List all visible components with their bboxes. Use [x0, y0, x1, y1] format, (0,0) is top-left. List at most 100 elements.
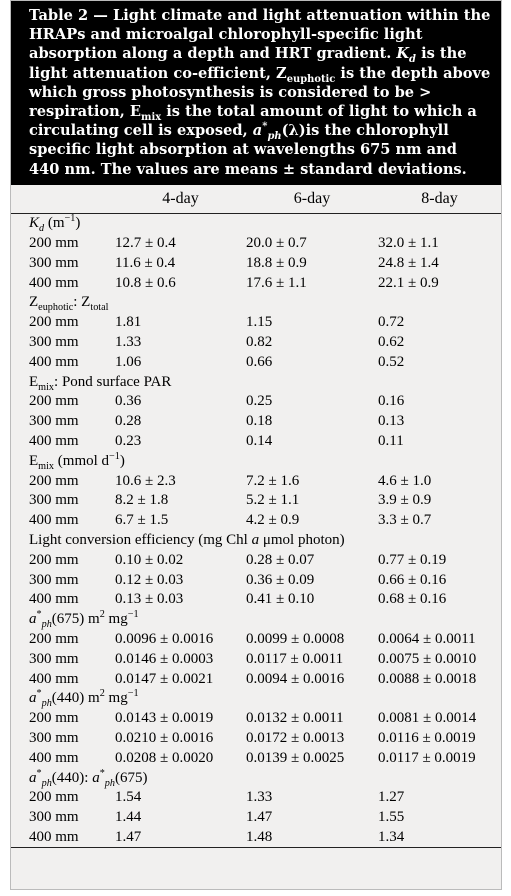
value-cell: 0.82 [246, 334, 273, 350]
row-label: 200 mm [29, 789, 79, 806]
section-row: a*ph(440): a*ph(675) [11, 768, 501, 788]
row-label: 200 mm [29, 235, 79, 252]
row-label: 400 mm [11, 827, 115, 849]
data-table: 4-day 6-day 8-day Kd (m−1) 200 mm 12.7 ± 0… [11, 184, 501, 849]
row-label: 400 mm [29, 353, 79, 370]
table-document: Table 2 — Light climate and light attenu… [10, 0, 502, 890]
row-label: 300 mm [29, 413, 79, 430]
section-label: Emix: Pond surface PAR [11, 372, 501, 393]
value-cell: 0.41 ± 0.10 [246, 591, 315, 608]
data-row: 200 mm 0.10 ± 0.02 0.28 ± 0.07 0.77 ± 0.19 [11, 550, 501, 570]
value-cell: 0.0081 ± 0.0014 [378, 710, 477, 727]
value-cell: 0.0116 ± 0.0019 [378, 729, 476, 746]
data-row: 400 mm 0.0208 ± 0.0020 0.0139 ± 0.0025 0.01… [11, 748, 501, 768]
section-label-text: a [29, 611, 37, 628]
value-cell: 8.2 ± 1.8 [115, 492, 169, 509]
section-label-text: ph [41, 698, 52, 710]
value-cell: 0.0117 ± 0.0011 [246, 650, 344, 667]
caption-text: mix [141, 111, 162, 123]
data-row: 300 mm 8.2 ± 1.8 5.2 ± 1.1 3.9 ± 0.9 [11, 491, 501, 511]
value-cell: 0.0099 ± 0.0008 [246, 630, 345, 647]
value-cell: 0.0132 ± 0.0011 [246, 710, 344, 727]
section-label-text: mix [38, 381, 55, 393]
value-cell: 0.16 [378, 393, 405, 410]
value-cell: 22.1 ± 0.9 [378, 274, 439, 291]
section-label: Kd (m−1) [11, 213, 501, 235]
section-label: Light conversion efficiency (mg Chl a μm… [11, 531, 501, 551]
value-cell: 10.8 ± 0.6 [115, 274, 176, 291]
data-row: 400 mm 1.06 0.66 0.52 [11, 352, 501, 372]
value-cell: 0.18 [246, 413, 273, 430]
value-cell: 6.7 ± 1.5 [115, 512, 169, 529]
section-label-text: ) [119, 452, 125, 469]
value-cell: 0.0075 ± 0.0010 [378, 650, 477, 667]
value-cell: 1.33 [246, 789, 273, 806]
value-cell: 0.66 [246, 353, 273, 370]
value-cell: 1.34 [378, 827, 501, 849]
section-label-text: total [90, 302, 109, 314]
section-label-text: euphotic [38, 302, 74, 314]
value-cell: 0.28 [115, 413, 142, 430]
data-row: 300 mm 0.0146 ± 0.0003 0.0117 ± 0.0011 0.00… [11, 649, 501, 669]
value-cell: 0.25 [246, 393, 273, 410]
value-cell: 1.81 [115, 314, 142, 331]
section-label-text: mix [38, 460, 55, 472]
value-cell: 17.6 ± 1.1 [246, 274, 307, 291]
row-label: 200 mm [29, 630, 79, 647]
section-label-text: −1 [109, 450, 120, 462]
value-cell: 0.0146 ± 0.0003 [115, 650, 214, 667]
section-label: Zeuphotic: Ztotal [11, 293, 501, 313]
caption-text: is the chlorophyll specific light absorp… [29, 122, 467, 178]
data-row: 200 mm 0.0143 ± 0.0019 0.0132 ± 0.0011 0.00… [11, 709, 501, 729]
value-cell: 5.2 ± 1.1 [246, 492, 300, 509]
value-cell: 0.0139 ± 0.0025 [246, 749, 345, 766]
section-label-text: Z [29, 294, 39, 311]
section-label-text: * [36, 688, 42, 700]
value-cell: 0.11 [378, 432, 404, 449]
value-cell: 1.15 [246, 314, 273, 331]
data-row: 400 mm 10.8 ± 0.6 17.6 ± 1.1 22.1 ± 0.9 [11, 273, 501, 293]
section-row: a*ph(440) m2 mg−1 [11, 689, 501, 709]
value-cell: 1.54 [115, 789, 142, 806]
value-cell: 18.8 ± 0.9 [246, 254, 307, 271]
value-cell: 3.3 ± 0.7 [378, 512, 432, 529]
caption-text: Table 2 — Light climate and light attenu… [29, 7, 491, 63]
section-label-text: * [36, 767, 42, 779]
section-row: Zeuphotic: Ztotal [11, 293, 501, 313]
section-label-text: (440) m [51, 690, 100, 707]
data-row: 400 mm 0.13 ± 0.03 0.41 ± 0.10 0.68 ± 0.16 [11, 590, 501, 610]
value-cell: 1.55 [378, 809, 405, 826]
section-label-text: ) [75, 215, 81, 232]
section-label-text: (675) [114, 769, 148, 786]
row-label: 200 mm [29, 314, 79, 331]
value-cell: 0.13 ± 0.03 [115, 591, 184, 608]
value-cell: 0.0064 ± 0.0011 [378, 630, 476, 647]
section-label-text: : Pond surface PAR [54, 373, 172, 390]
caption-text: is the light attenuation co-efficient, Z [29, 45, 467, 82]
value-cell: 0.10 ± 0.02 [115, 551, 184, 568]
data-row: 300 mm 0.12 ± 0.03 0.36 ± 0.09 0.66 ± 0.16 [11, 570, 501, 590]
row-label: 300 mm [29, 729, 79, 746]
value-cell: 0.0143 ± 0.0019 [115, 710, 214, 727]
value-cell: 0.0088 ± 0.0018 [378, 670, 477, 687]
row-label: 400 mm [29, 274, 79, 291]
data-row: 200 mm 10.6 ± 2.3 7.2 ± 1.6 4.6 ± 1.0 [11, 471, 501, 491]
value-cell: 0.68 ± 0.16 [378, 591, 447, 608]
section-row: Emix: Pond surface PAR [11, 372, 501, 393]
column-header: 6-day [246, 184, 378, 214]
data-row: 200 mm 0.36 0.25 0.16 [11, 392, 501, 412]
row-label: 400 mm [29, 432, 79, 449]
value-cell: 1.47 [246, 809, 273, 826]
value-cell: 0.28 ± 0.07 [246, 551, 315, 568]
value-cell: 11.6 ± 0.4 [115, 254, 176, 271]
value-cell: 24.8 ± 1.4 [378, 254, 439, 271]
value-cell: 10.6 ± 2.3 [115, 472, 176, 489]
section-label: a*ph(440) m2 mg−1 [11, 689, 501, 709]
data-row: 300 mm 0.0210 ± 0.0016 0.0172 ± 0.0013 0.01… [11, 729, 501, 749]
section-label-text: d [39, 223, 45, 235]
value-cell: 3.9 ± 0.9 [378, 492, 432, 509]
value-cell: 0.0094 ± 0.0016 [246, 670, 345, 687]
column-header: 8-day [378, 184, 501, 214]
section-label-text: : Z [73, 294, 91, 311]
